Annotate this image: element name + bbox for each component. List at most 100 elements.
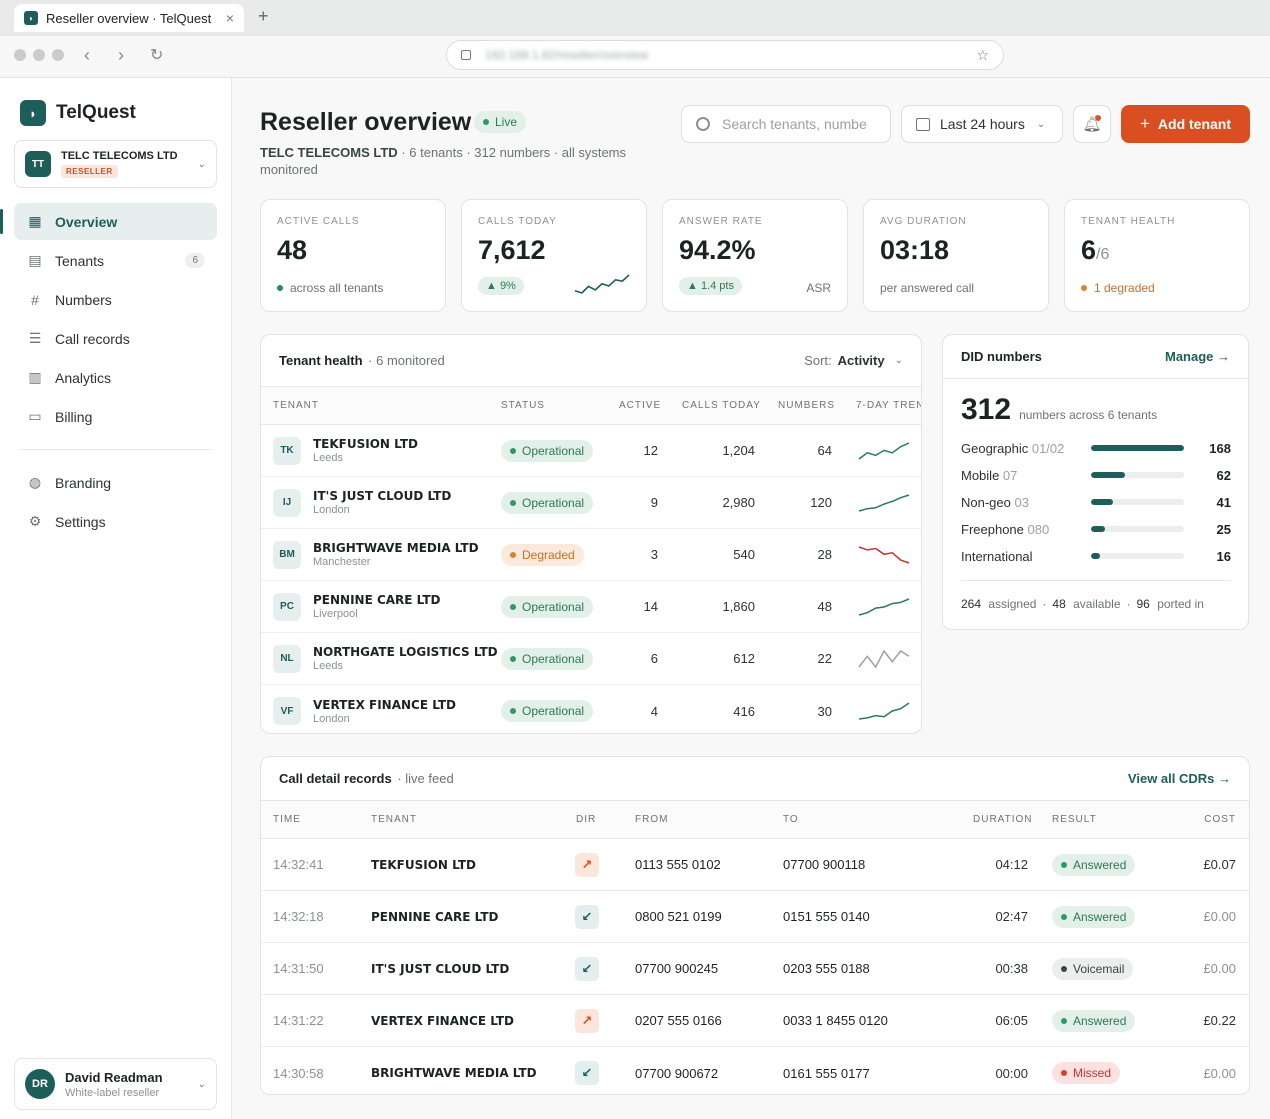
sidebar-item-settings[interactable]: ⚙ Settings (14, 503, 217, 540)
tenant-name[interactable]: BRIGHTWAVE MEDIA LTD (313, 541, 479, 555)
window-dot-icon[interactable] (14, 49, 26, 61)
new-tab-icon[interactable]: + (258, 6, 269, 26)
table-row[interactable]: 14:31:50 IT'S JUST CLOUD LTD ↙ 07700 900245… (261, 943, 1249, 995)
browser-toolbar: ‹ › ↻ 192.168.1.82/reseller/overview ☆ (0, 36, 1270, 78)
date-range-select[interactable]: Last 24 hours ⌄ (901, 105, 1063, 143)
cdr-duration: 02:47 (995, 909, 1028, 924)
did-summary-label: available (1073, 597, 1121, 611)
add-tenant-button[interactable]: + Add tenant (1121, 105, 1250, 143)
gear-icon: ⚙ (28, 513, 42, 529)
tenant-cell: NL NORTHGATE LOGISTICS LTD Leeds (273, 644, 498, 673)
cdr-cost: £0.00 (1203, 909, 1236, 924)
table-row[interactable]: TK TEKFUSION LTD Leeds Operational 12 1,204 64 (261, 425, 921, 477)
brand[interactable]: ◗ TelQuest (20, 100, 136, 126)
forward-icon[interactable]: › (118, 45, 124, 65)
chevron-down-icon: ⌄ (894, 355, 903, 366)
notifications-button[interactable]: 🔔︎ (1073, 105, 1111, 143)
table-row[interactable]: 14:30:58 BRIGHTWAVE MEDIA LTD ↙ 07700 90067… (261, 1047, 1249, 1094)
reload-icon[interactable]: ↻ (150, 47, 164, 64)
kpi-label: CALLS TODAY (478, 216, 557, 227)
cdr-tenant[interactable]: IT'S JUST CLOUD LTD (371, 961, 510, 976)
status-label: Operational (522, 599, 585, 614)
tenant-avatar: NL (273, 644, 301, 673)
cdr-duration: 06:05 (995, 1013, 1028, 1028)
sort-value: Activity (837, 353, 885, 368)
sidebar-item-analytics[interactable]: ▥ Analytics (14, 359, 217, 396)
tenant-name[interactable]: VERTEX FINANCE LTD (313, 697, 457, 712)
table-row[interactable]: 14:32:41 TEKFUSION LTD ↗ 0113 555 0102 07700… (261, 839, 1249, 891)
status-dot-icon (510, 447, 516, 454)
tenant-avatar: BM (273, 540, 301, 569)
view-all-cdrs-link[interactable]: View all CDRs → (1127, 771, 1231, 786)
sidebar-item-branding[interactable]: ◍ Branding (14, 464, 217, 501)
sort-select[interactable]: Sort: Activity ⌄ (804, 353, 903, 368)
tenant-info: TEKFUSION LTD Leeds (313, 437, 418, 464)
tenant-info: IT'S JUST CLOUD LTD London (313, 489, 451, 516)
calls-sparkline (574, 274, 630, 294)
sidebar-item-numbers[interactable]: # Numbers (14, 281, 217, 318)
tenant-name[interactable]: PENNINE CARE LTD (313, 593, 441, 607)
did-row: Mobile 07 62 (961, 465, 1231, 485)
table-row[interactable]: 14:32:18 PENNINE CARE LTD ↙ 0800 521 0199 01… (261, 891, 1249, 943)
column-header: TENANT (273, 400, 319, 411)
sidebar-item-label: Numbers (55, 291, 112, 308)
table-row[interactable]: PC PENNINE CARE LTD Liverpool Operational 14… (261, 581, 921, 633)
sidebar-item-billing[interactable]: ▭ Billing (14, 398, 217, 435)
did-summary-count: 48 (1052, 597, 1066, 611)
cdr-tenant[interactable]: VERTEX FINANCE LTD (371, 1013, 515, 1028)
result-badge: Answered (1052, 1009, 1136, 1032)
search-input[interactable]: Search tenants, numbe (681, 105, 891, 143)
status-badge: Operational (501, 647, 594, 670)
tenant-name[interactable]: NORTHGATE LOGISTICS LTD (313, 645, 498, 659)
sidebar-item-call-records[interactable]: ☰ Call records (14, 320, 217, 357)
cdr-tenant[interactable]: BRIGHTWAVE MEDIA LTD (371, 1066, 537, 1080)
cdr-to: 07700 900118 (783, 857, 866, 872)
address-bar[interactable]: 192.168.1.82/reseller/overview ☆ (446, 40, 1004, 70)
window-dot-icon[interactable] (52, 49, 64, 61)
table-row[interactable]: 14:31:22 VERTEX FINANCE LTD ↗ 0207 555 0166… (261, 995, 1249, 1047)
bookmark-star-icon[interactable]: ☆ (976, 46, 989, 63)
table-row[interactable]: NL NORTHGATE LOGISTICS LTD Leeds Operationa… (261, 633, 921, 685)
status-badge: Degraded (501, 543, 584, 566)
tenant-name[interactable]: TEKFUSION LTD (313, 437, 418, 451)
tab-close-icon[interactable]: × (225, 10, 234, 26)
table-row[interactable]: VF VERTEX FINANCE LTD London Operational 4 41… (261, 685, 921, 733)
manage-link[interactable]: Manage → (1164, 349, 1230, 364)
cdr-tenant[interactable]: TEKFUSION LTD (371, 857, 476, 872)
table-row[interactable]: BM BRIGHTWAVE MEDIA LTD Manchester Degraded… (261, 529, 921, 581)
trend-path (858, 493, 910, 512)
result-dot-icon (1061, 965, 1067, 972)
window-dot-icon[interactable] (33, 49, 45, 61)
outbound-arrow-icon: ↗ (575, 852, 599, 877)
browser-tab[interactable]: ◗ Reseller overview · TelQuest × (14, 4, 244, 32)
status-label: Degraded (522, 547, 575, 562)
cdr-tenant[interactable]: PENNINE CARE LTD (371, 909, 499, 924)
did-count: 25 (1216, 521, 1231, 537)
kpi-foot-text: 1 degraded (1094, 281, 1155, 295)
did-type-label: International (961, 548, 1033, 564)
org-switcher[interactable]: TT TELC TELECOMS LTD RESELLER ⌄ (14, 140, 217, 188)
user-avatar: DR (25, 1069, 55, 1099)
sidebar-item-tenants[interactable]: ▤ Tenants 6 (14, 242, 217, 279)
delta-badge: ▲ 9% (478, 277, 524, 295)
cdr-cost: £0.00 (1203, 1065, 1236, 1081)
cdr-from: 07700 900245 (635, 961, 719, 976)
status-badge: Operational (501, 491, 594, 514)
user-menu[interactable]: DR David Readman White-label reseller ⌄ (14, 1058, 217, 1110)
numbers-cell: 48 (817, 599, 832, 614)
user-role: White-label reseller (65, 1086, 160, 1099)
cdr-from: 0207 555 0166 (635, 1013, 722, 1028)
trend-sparkline (858, 493, 910, 512)
status-dot-icon (510, 603, 516, 610)
column-header: FROM (635, 814, 669, 825)
tenant-name[interactable]: IT'S JUST CLOUD LTD (313, 489, 452, 503)
sidebar-item-overview[interactable]: ▦ Overview (0, 203, 217, 240)
cdr-cost: £0.22 (1203, 1013, 1236, 1028)
card-header: DID numbers Manage → (943, 335, 1248, 379)
back-icon[interactable]: ‹ (84, 45, 90, 65)
kpi-foot-text: per answered call (880, 281, 975, 295)
numbers-cell: 28 (817, 547, 832, 562)
did-summary: 264 assigned · 48 available · 96 ported in (961, 597, 1204, 611)
cdr-time: 14:32:41 (273, 857, 324, 872)
table-row[interactable]: IJ IT'S JUST CLOUD LTD London Operational 9 2… (261, 477, 921, 529)
